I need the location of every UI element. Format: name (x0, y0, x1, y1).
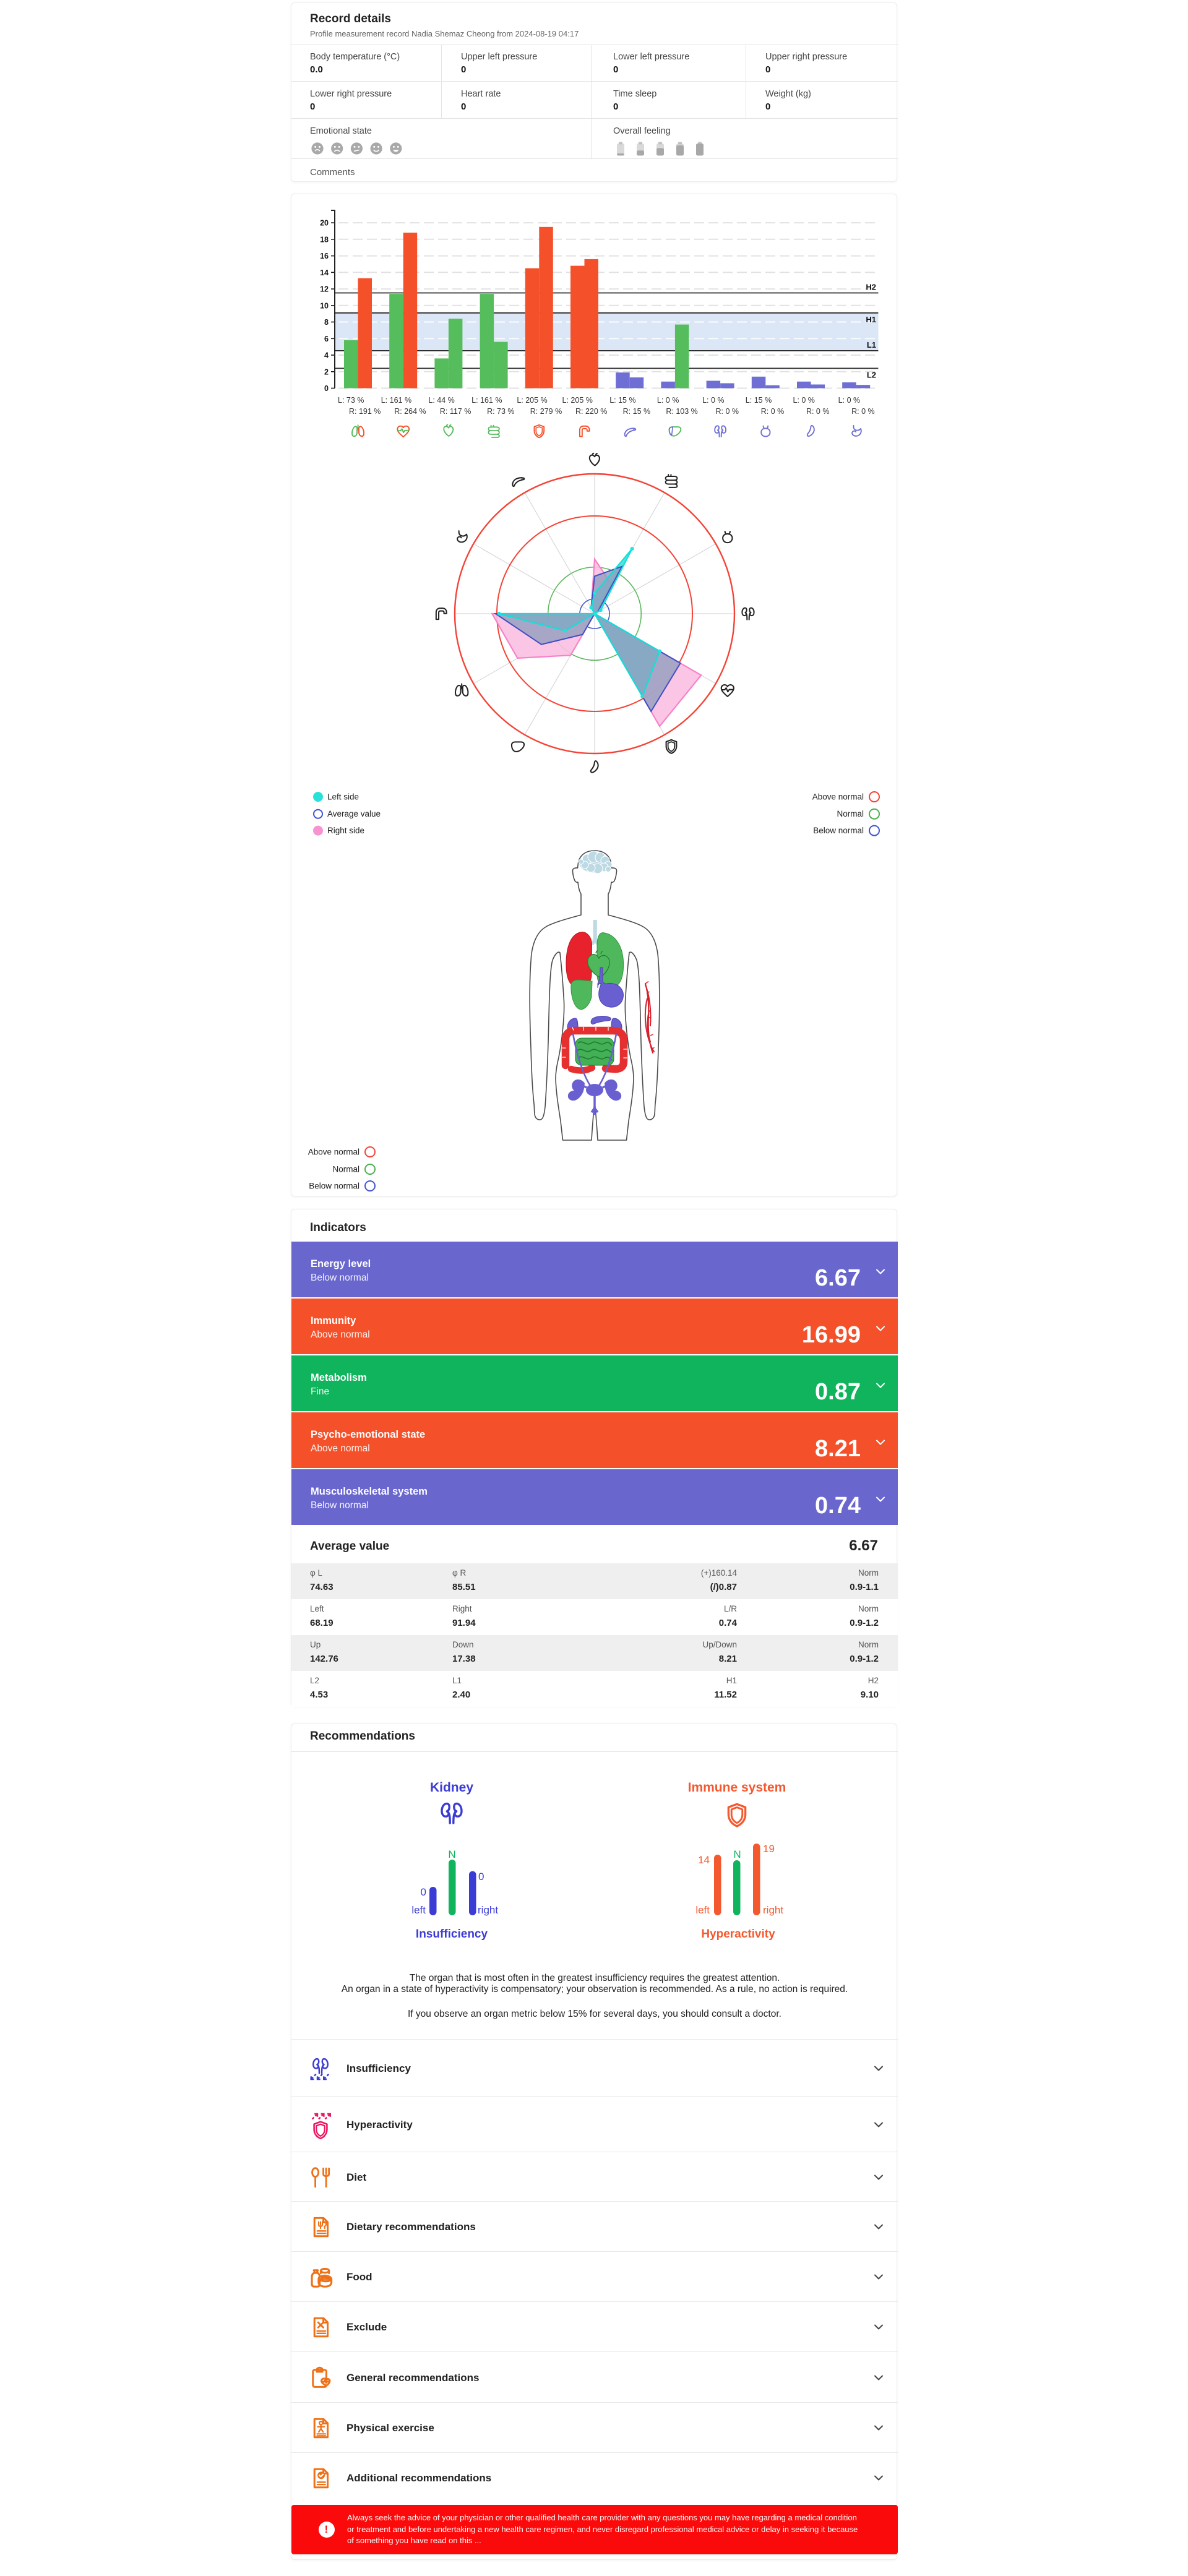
svg-text:L: 205 %: L: 205 % (517, 396, 547, 405)
svg-text:Below normal: Below normal (309, 1182, 359, 1191)
svg-text:left: left (411, 1904, 426, 1916)
svg-text:14: 14 (698, 1854, 710, 1866)
svg-text:6: 6 (324, 335, 329, 343)
svg-text:Normal: Normal (837, 809, 864, 818)
svg-text:H1: H1 (866, 315, 876, 324)
svg-text:R: 0 %: R: 0 % (851, 407, 875, 416)
svg-text:R: 220 %: R: 220 % (575, 407, 607, 416)
svg-text:18: 18 (320, 235, 329, 244)
svg-text:L: 73 %: L: 73 % (338, 396, 364, 405)
svg-text:10: 10 (320, 301, 329, 310)
svg-text:L1: L1 (867, 340, 876, 350)
svg-text:L: 161 %: L: 161 % (381, 396, 411, 405)
svg-text:20: 20 (320, 219, 329, 228)
svg-text:Kidney: Kidney (430, 1780, 473, 1795)
svg-text:R: 191 %: R: 191 % (349, 407, 381, 416)
svg-text:L2: L2 (867, 370, 876, 379)
svg-text:Left side: Left side (327, 792, 359, 802)
svg-text:R: 15 %: R: 15 % (623, 407, 650, 416)
svg-text:L: 205 %: L: 205 % (562, 396, 593, 405)
svg-text:If you observe an organ metric: If you observe an organ metric below 15%… (408, 2009, 781, 2019)
svg-text:Below normal: Below normal (813, 826, 864, 835)
svg-text:12: 12 (320, 285, 329, 294)
svg-text:Average value: Average value (327, 809, 381, 818)
svg-text:N: N (733, 1848, 741, 1860)
svg-text:R: 0 %: R: 0 % (806, 407, 830, 416)
svg-text:R: 117 %: R: 117 % (440, 407, 471, 416)
svg-text:L: 15 %: L: 15 % (746, 396, 772, 405)
svg-text:0: 0 (324, 384, 329, 393)
svg-text:R: 0 %: R: 0 % (716, 407, 739, 416)
svg-text:8: 8 (324, 318, 329, 327)
svg-text:Immune system: Immune system (688, 1780, 786, 1795)
svg-text:The organ that is most often i: The organ that is most often in the grea… (410, 1973, 780, 1983)
svg-text:L: 44 %: L: 44 % (428, 396, 454, 405)
svg-text:N: N (448, 1848, 455, 1860)
svg-text:L: 15 %: L: 15 % (609, 396, 635, 405)
svg-text:0: 0 (478, 1871, 484, 1883)
svg-text:H2: H2 (866, 283, 876, 292)
svg-text:Right side: Right side (327, 826, 364, 835)
svg-text:R: 279 %: R: 279 % (530, 407, 562, 416)
svg-text:left: left (695, 1904, 710, 1916)
svg-text:L: 0 %: L: 0 % (793, 396, 814, 405)
svg-text:L: 0 %: L: 0 % (657, 396, 679, 405)
svg-text:L: 0 %: L: 0 % (702, 396, 724, 405)
svg-text:19: 19 (763, 1843, 775, 1855)
svg-text:2: 2 (324, 367, 329, 376)
svg-text:right: right (763, 1904, 783, 1916)
svg-text:0: 0 (421, 1886, 426, 1898)
svg-text:An organ in a state of hyperac: An organ in a state of hyperactivity is … (342, 1984, 848, 1994)
svg-text:R: 0 %: R: 0 % (761, 407, 785, 416)
svg-text:L: 0 %: L: 0 % (838, 396, 860, 405)
svg-text:Above normal: Above normal (308, 1148, 359, 1157)
svg-text:Insufficiency: Insufficiency (416, 1928, 488, 1941)
svg-text:L: 161 %: L: 161 % (471, 396, 502, 405)
svg-text:right: right (478, 1904, 498, 1916)
svg-text:Above normal: Above normal (812, 792, 864, 802)
svg-text:Hyperactivity: Hyperactivity (701, 1928, 775, 1941)
svg-text:4: 4 (324, 351, 329, 360)
svg-text:14: 14 (320, 268, 329, 277)
svg-text:R: 103 %: R: 103 % (666, 407, 697, 416)
svg-text:16: 16 (320, 252, 329, 260)
svg-text:Normal: Normal (332, 1165, 359, 1174)
svg-text:R: 264 %: R: 264 % (394, 407, 426, 416)
svg-text:R: 73 %: R: 73 % (487, 407, 514, 416)
